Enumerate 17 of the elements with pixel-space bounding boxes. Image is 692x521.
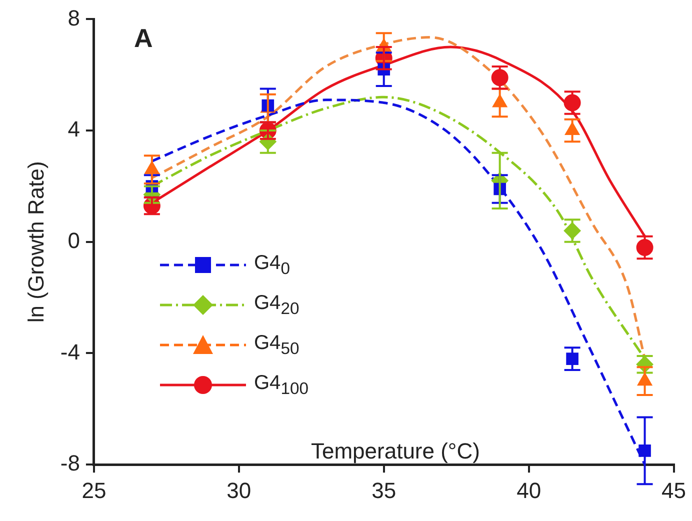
x-tick-label: 45 [662, 478, 686, 503]
y-tick-label: 4 [68, 116, 80, 142]
y-tick-label: 8 [68, 5, 80, 30]
legend-label: G4$_{50}$ [254, 332, 300, 358]
y-tick-label: -8 [60, 450, 80, 476]
x-tick-label: 40 [516, 478, 542, 503]
y-tick-label: 0 [68, 228, 80, 253]
y-tick-label: -4 [60, 339, 80, 364]
legend-label: G4$_{100}$ [254, 372, 308, 398]
x-tick-label: 25 [82, 478, 106, 503]
legend-label: G4$_{20}$ [254, 292, 300, 318]
y-axis-title: ln (Growth Rate) [23, 161, 48, 323]
annotation: A [134, 23, 153, 54]
x-axis-title: Temperature (°C) [310, 438, 480, 464]
x-tick-label: 35 [372, 478, 396, 503]
legend-label: G4$_{0}$ [254, 252, 290, 278]
x-tick-label: 30 [226, 478, 252, 503]
